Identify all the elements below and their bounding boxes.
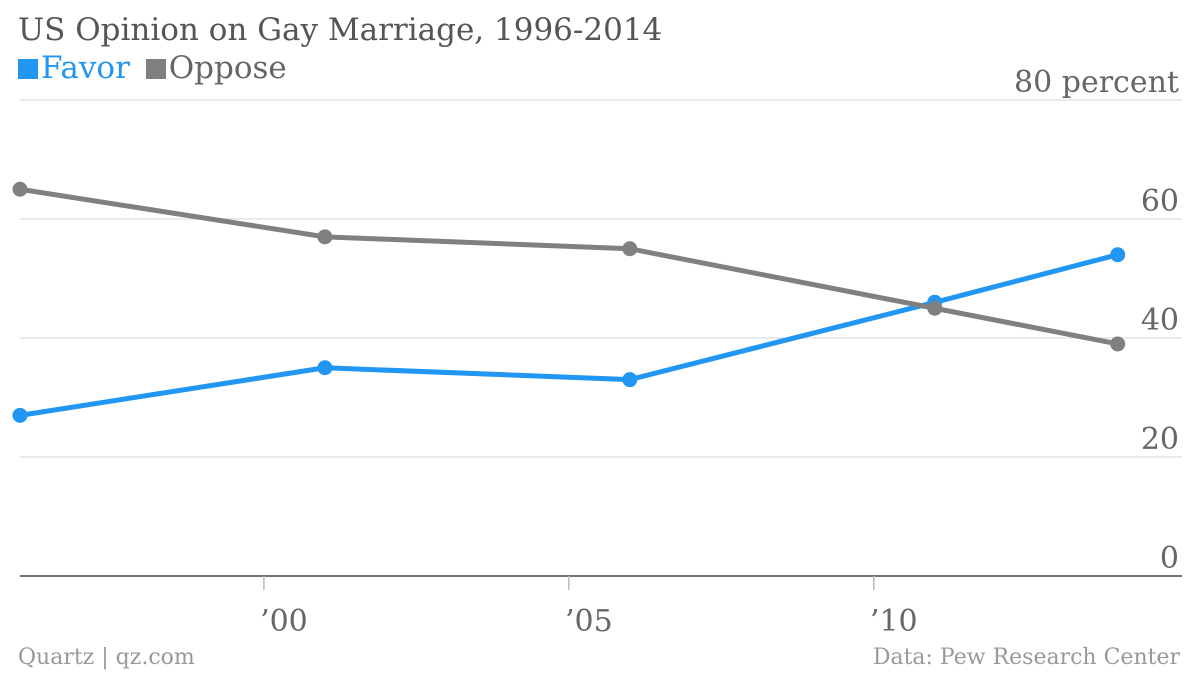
y-tick-label: 40 bbox=[1141, 303, 1179, 338]
legend-item-oppose: Oppose bbox=[145, 50, 287, 86]
data-point-favor bbox=[317, 360, 333, 376]
legend-item-favor: Favor bbox=[18, 50, 130, 86]
data-point-oppose bbox=[317, 229, 333, 245]
legend-label-oppose: Oppose bbox=[168, 50, 287, 86]
legend-label-favor: Favor bbox=[41, 50, 130, 86]
series-group bbox=[12, 181, 1126, 423]
x-axis-ticks: ’00 ’05 ’10 bbox=[260, 576, 918, 639]
y-tick-label: 0 bbox=[1160, 541, 1179, 576]
data-point-oppose bbox=[927, 300, 943, 316]
data-point-favor bbox=[12, 407, 28, 423]
footer-source-left: Quartz | qz.com bbox=[18, 645, 195, 670]
x-tick-label: ’00 bbox=[260, 604, 308, 639]
series-line-oppose bbox=[17, 186, 1121, 347]
data-point-oppose bbox=[12, 181, 28, 197]
y-tick-label: 60 bbox=[1141, 184, 1179, 219]
data-point-oppose bbox=[622, 241, 638, 257]
legend: Favor Oppose bbox=[18, 50, 293, 86]
y-tick-label-top: 80 percent bbox=[1014, 65, 1179, 100]
x-tick-label: ’05 bbox=[565, 604, 613, 639]
legend-swatch-favor bbox=[18, 59, 38, 79]
x-tick-label: ’10 bbox=[870, 604, 918, 639]
legend-swatch-oppose bbox=[145, 59, 166, 79]
data-point-favor bbox=[622, 372, 638, 388]
chart-title: US Opinion on Gay Marriage, 1996-2014 bbox=[18, 12, 663, 48]
series-line-favor bbox=[17, 252, 1121, 418]
data-point-favor bbox=[1110, 247, 1126, 263]
grid-lines bbox=[20, 99, 1182, 577]
y-tick-label: 20 bbox=[1141, 422, 1179, 457]
data-point-oppose bbox=[1110, 336, 1126, 352]
y-axis-ticks: 0 20 40 60 80 percent bbox=[1014, 65, 1179, 576]
footer-source-right: Data: Pew Research Center bbox=[872, 645, 1180, 670]
